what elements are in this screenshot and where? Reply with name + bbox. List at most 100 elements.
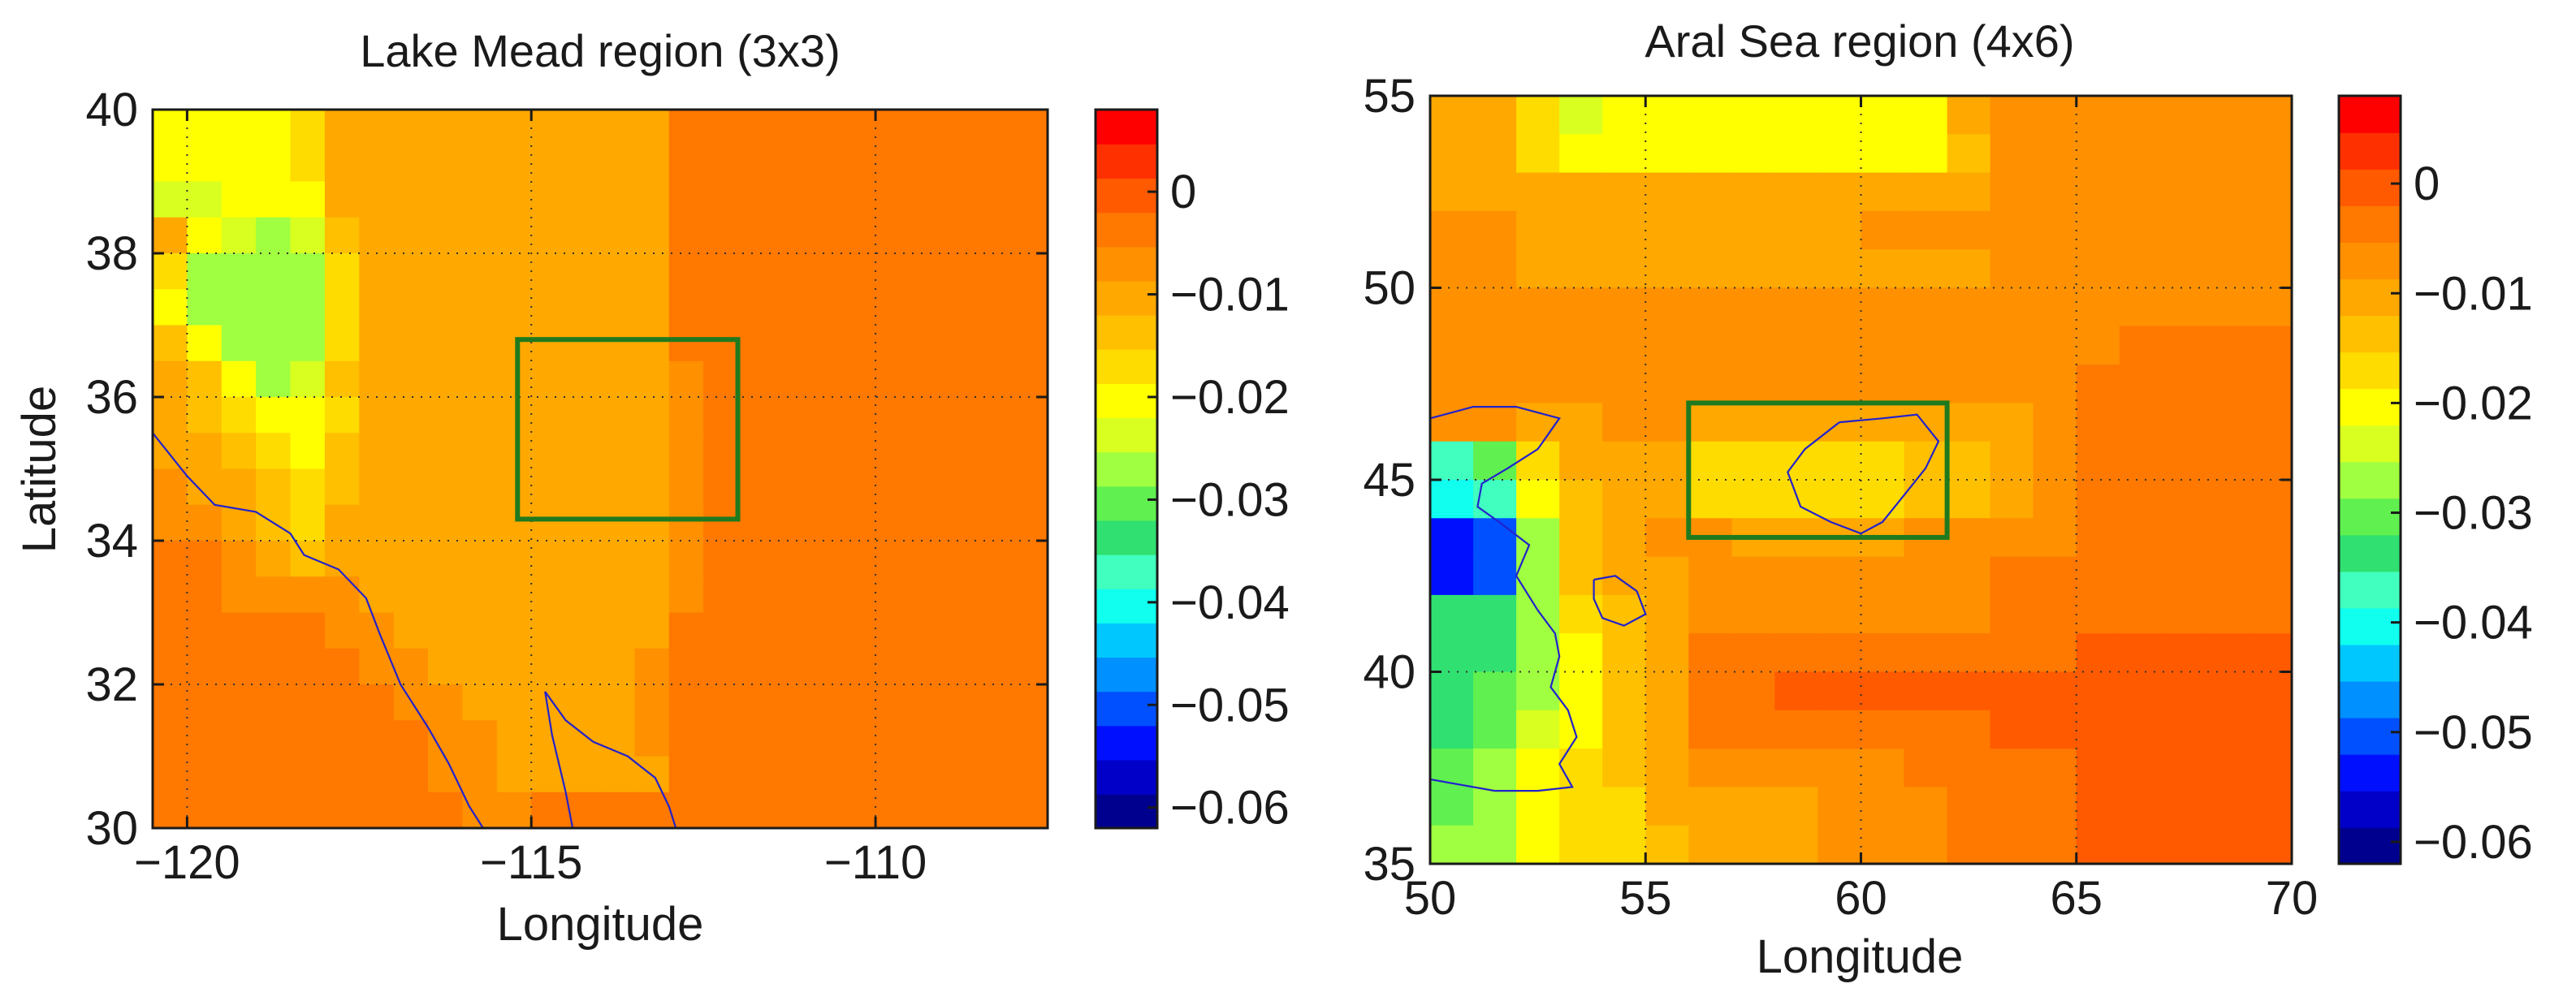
lake-mead-panel: Lake Mead region (3x3) −120 −115 −110 30 32… [13, 25, 1290, 951]
lake-mead-cell [806, 360, 842, 398]
lake-mead-cell [600, 397, 636, 434]
aral-sea-cell [2119, 441, 2163, 481]
lake-mead-cell [428, 181, 464, 218]
lake-mead-cell [187, 612, 223, 649]
lake-mead-cell [153, 110, 188, 147]
lake-mead-cell [668, 360, 704, 398]
lake-mead-cell [496, 612, 533, 649]
lake-mead-cell [565, 110, 601, 147]
aral-sea-cell [2119, 633, 2163, 673]
aral-sea-cell [1861, 594, 1905, 634]
aral-sea-cell [1602, 96, 1647, 136]
lake-mead-cell [979, 504, 1014, 541]
lake-mead-cell [806, 253, 842, 291]
lake-mead-cell [841, 253, 876, 291]
aral-sea-cell [1774, 710, 1819, 749]
aral-sea-cell [2248, 249, 2293, 289]
lake-mead-cell [703, 648, 739, 685]
aral-sea-cell [1774, 249, 1819, 289]
aral-sea-cell [1861, 671, 1905, 711]
aral-sea-cell [1947, 633, 1991, 673]
aral-sea-cell [1990, 365, 2034, 404]
lake-mead-cell [359, 217, 395, 254]
lake-mead-cell [806, 145, 842, 183]
lake-mead-cell [841, 504, 876, 541]
lake-mead-cell [737, 684, 773, 722]
aral-sea-cell [1602, 403, 1647, 442]
lake-mead-cell [531, 145, 567, 183]
lake-mead-cell [737, 325, 773, 362]
aral-sea-cell [2033, 249, 2077, 289]
lake-mead-cell [1013, 433, 1048, 470]
lake-mead-cell [737, 360, 773, 398]
aral-sea-cell [1731, 172, 1776, 212]
aral-sea-colorbar-swatch [2339, 96, 2401, 133]
lake-mead-cell [565, 756, 601, 793]
lake-mead-cell [462, 325, 498, 362]
lake-mead-cell [703, 145, 739, 183]
lake-mead-cell [841, 360, 876, 398]
aral-sea-cell [1904, 210, 1948, 250]
aral-sea-cell [2205, 441, 2250, 481]
aral-sea-cell [2033, 287, 2077, 327]
lake-mead-cell [910, 576, 945, 614]
aral-sea-cell [1473, 365, 1517, 404]
lake-mead-cell [290, 468, 326, 506]
lake-mead-cell [462, 145, 498, 183]
lake-mead-cell [496, 720, 533, 757]
aral-sea-cell [1430, 710, 1474, 749]
lake-mead-cell [841, 756, 876, 793]
aral-sea-cell [2162, 134, 2206, 174]
lake-mead-colorbar-swatch [1096, 212, 1157, 248]
lake-mead-cell [496, 504, 533, 541]
lake-mead-ytick-label: 36 [85, 371, 138, 424]
aral-sea-cell [1861, 787, 1905, 826]
aral-sea-cell [1947, 594, 1991, 634]
aral-sea-cell [1861, 249, 1905, 289]
aral-sea-cell [2076, 365, 2120, 404]
aral-sea-cell [1990, 326, 2034, 365]
lake-mead-cell [153, 360, 188, 398]
aral-sea-cell [1645, 441, 1690, 481]
lake-mead-cell [806, 612, 842, 649]
lake-mead-cell [462, 504, 498, 541]
lake-mead-cell [772, 110, 808, 147]
lake-mead-cell [875, 756, 911, 793]
aral-sea-colorbar-tick-label: −0.03 [2414, 487, 2533, 540]
lake-mead-title: Lake Mead region (3x3) [360, 25, 840, 76]
lake-mead-cell [634, 253, 670, 291]
aral-sea-cell [1861, 326, 1905, 365]
lake-mead-cell [841, 145, 876, 183]
aral-sea-cell [2205, 403, 2250, 442]
lake-mead-colorbar-swatch [1096, 417, 1157, 453]
aral-sea-cell [2162, 633, 2206, 673]
lake-mead-cell [1013, 576, 1048, 614]
aral-sea-cell [1516, 633, 1560, 673]
lake-mead-cell [806, 648, 842, 685]
aral-sea-cell [1817, 441, 1862, 481]
aral-sea-cell [1861, 710, 1905, 749]
aral-sea-cell [2205, 671, 2250, 711]
lake-mead-cell [153, 253, 188, 291]
lake-mead-cell [1013, 684, 1048, 722]
aral-sea-cell [1904, 787, 1948, 826]
lake-mead-cell [290, 541, 326, 578]
aral-sea-cell [2033, 518, 2077, 558]
lake-mead-cell [324, 541, 361, 578]
aral-sea-cell [2033, 556, 2077, 596]
lake-mead-colorbar-swatch [1096, 520, 1157, 555]
lake-mead-cell [290, 397, 326, 434]
lake-mead-cell [256, 289, 292, 326]
aral-sea-cell [1473, 326, 1517, 365]
aral-sea-cell [1774, 594, 1819, 634]
aral-sea-cell [1645, 710, 1690, 749]
lake-mead-cell [910, 181, 945, 218]
lake-mead-cell [668, 253, 704, 291]
lake-mead-cell [944, 792, 980, 829]
aral-sea-colorbar-swatch [2339, 717, 2401, 755]
lake-mead-cell [841, 325, 876, 362]
lake-mead-cell [910, 504, 945, 541]
lake-mead-cell [290, 504, 326, 541]
lake-mead-cell [531, 648, 567, 685]
lake-mead-cell [565, 217, 601, 254]
